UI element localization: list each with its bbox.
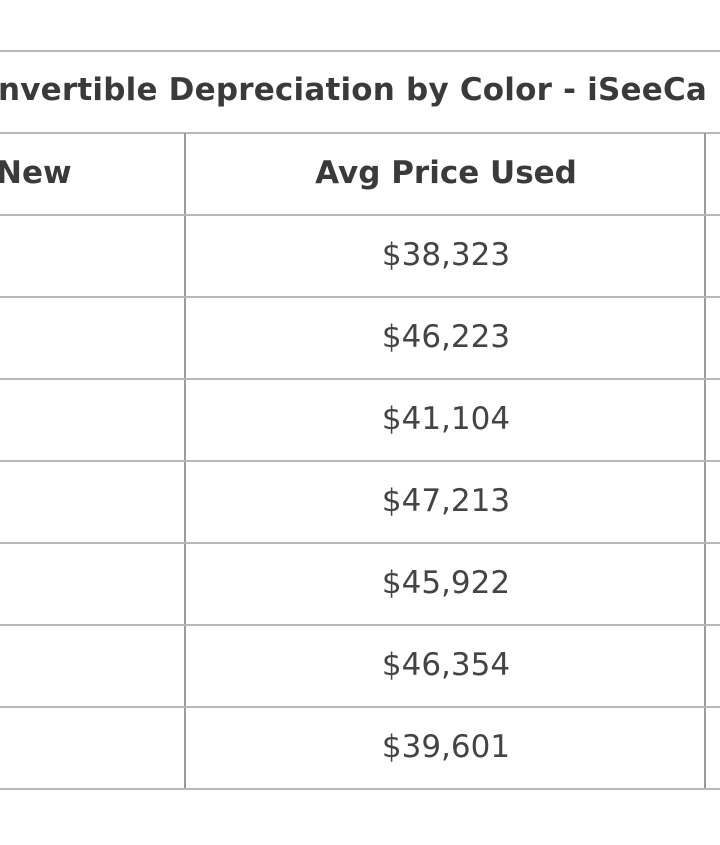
- table-cell: $46,354: [381, 647, 511, 683]
- column-header: New: [0, 155, 72, 191]
- row-border: [0, 296, 720, 298]
- table-title: nvertible Depreciation by Color - iSeeCa: [0, 72, 708, 108]
- row-border: [0, 706, 720, 708]
- row-border: [0, 542, 720, 544]
- table-cell: $41,104: [381, 401, 511, 437]
- table-cell: $45,922: [381, 565, 511, 601]
- border: [0, 132, 720, 134]
- row-border: [0, 624, 720, 626]
- table-cell: $47,213: [381, 483, 511, 519]
- table-cell: $39,601: [381, 729, 511, 765]
- column-header: Avg Price Used: [315, 155, 577, 191]
- border: [0, 214, 720, 216]
- border: [0, 50, 720, 52]
- row-border: [0, 788, 720, 790]
- table-cell: $46,223: [381, 319, 511, 355]
- row-border: [0, 460, 720, 462]
- row-border: [0, 378, 720, 380]
- table-cell: $38,323: [381, 237, 511, 273]
